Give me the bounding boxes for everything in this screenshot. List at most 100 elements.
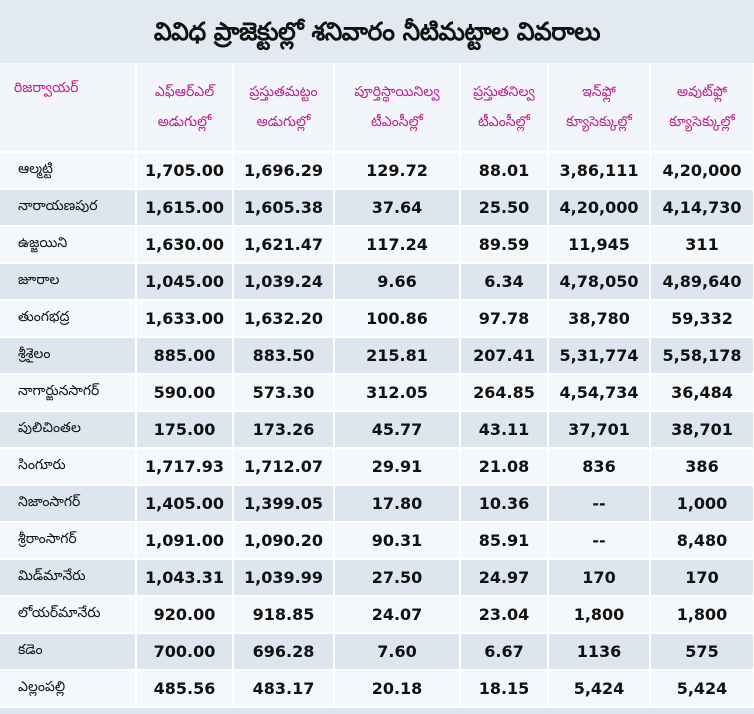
- table-cell-col-frl-feet: 1,705.00: [136, 152, 234, 190]
- header-col-inflow-cusecs: ఇన్‌ఫ్లో క్యూసెక్కుల్లో: [548, 63, 651, 153]
- header-label-line1: అవుట్‌ఫ్లో: [676, 84, 728, 100]
- table-row: మిడ్‌మానేరు 1,043.31 1,039.99 27.50 24.97 170…: [0, 559, 754, 597]
- header-label-line2: క్యూసెక్కుల్లో: [566, 114, 632, 130]
- table-cell-col-frl-feet: 1,615.00: [136, 189, 234, 227]
- table-cell-col-current-level-feet: 696.28: [233, 633, 335, 671]
- table-cell-col-current-level-feet: 1,039.99: [233, 559, 335, 597]
- header-label-line1: ఎఫ్ఆర్ఎల్: [154, 84, 215, 100]
- reservoir-name: నాగార్జునసాగర్: [0, 374, 137, 412]
- table-cell-col-current-storage-tmc: 10.36: [460, 485, 549, 523]
- page-title: వివిధ ప్రాజెక్టుల్లో శనివారం నీటిమట్టాల …: [0, 0, 754, 63]
- header-col-full-storage-tmc: పూర్తిస్థాయినిల్వ టీఎంసీల్లో: [334, 63, 461, 153]
- header-col-current-level-feet: ప్రస్తుతమట్టం అడుగుల్లో: [233, 63, 335, 153]
- reservoir-name: ఆల్మట్టి: [0, 152, 137, 190]
- table-cell-col-frl-feet: 175.00: [136, 411, 234, 449]
- table-cell-col-current-storage-tmc: 97.78: [460, 300, 549, 338]
- reservoir-name: పులిచింతల: [0, 411, 137, 449]
- table-cell-col-full-storage-tmc: 17.80: [334, 485, 461, 523]
- reservoir-name: జూరాల: [0, 263, 137, 301]
- reservoir-name: నిజాంసాగర్: [0, 485, 137, 523]
- table-cell-col-inflow-cusecs: --: [548, 522, 651, 560]
- table-cell-col-current-storage-tmc: 207.41: [460, 337, 549, 375]
- table-cell-col-inflow-cusecs: 4,54,734: [548, 374, 651, 412]
- table-cell-col-current-storage-tmc: 6.34: [460, 263, 549, 301]
- reservoir-name: నారాయణపుర: [0, 189, 137, 227]
- reservoir-name: ఉజ్జయిని: [0, 226, 137, 264]
- table-cell-col-frl-feet: 1,043.31: [136, 559, 234, 597]
- table-cell-col-current-level-feet: 918.85: [233, 596, 335, 634]
- table-cell-col-current-storage-tmc: 25.50: [460, 189, 549, 227]
- table-cell-col-outflow-cusecs: 4,14,730: [650, 189, 754, 227]
- table-cell-col-frl-feet: 590.00: [136, 374, 234, 412]
- reservoir-name: ఎల్లంపల్లి: [0, 670, 137, 708]
- table-cell-col-current-level-feet: 1,632.20: [233, 300, 335, 338]
- table-cell-col-frl-feet: 1,630.00: [136, 226, 234, 264]
- table-cell-col-full-storage-tmc: 90.31: [334, 522, 461, 560]
- header-label-line1: రిజర్వాయర్: [14, 80, 79, 96]
- table-cell-col-inflow-cusecs: 4,20,000: [548, 189, 651, 227]
- table-row: నిజాంసాగర్ 1,405.00 1,399.05 17.80 10.36 -- 1,…: [0, 485, 754, 523]
- table-cell-col-current-level-feet: 883.50: [233, 337, 335, 375]
- reservoir-name: కడెం: [0, 633, 137, 671]
- header-col-frl-feet: ఎఫ్ఆర్ఎల్ అడుగుల్లో: [136, 63, 234, 153]
- table-cell-col-outflow-cusecs: 311: [650, 226, 754, 264]
- table-row: ఆల్మట్టి 1,705.00 1,696.29 129.72 88.01 3,86,…: [0, 152, 754, 190]
- reservoir-name: సింగూరు: [0, 448, 137, 486]
- header-label-line2: క్యూసెక్కుల్లో: [669, 114, 735, 130]
- table-cell-col-inflow-cusecs: 5,31,774: [548, 337, 651, 375]
- header-label-line2: టీఎంసీల్లో: [477, 114, 531, 130]
- table-row: శ్రీశైలం 885.00 883.50 215.81 207.41 5,31,774…: [0, 337, 754, 375]
- table-cell-col-full-storage-tmc: 117.24: [334, 226, 461, 264]
- table-cell-col-outflow-cusecs: 4,20,000: [650, 152, 754, 190]
- table-cell-col-outflow-cusecs: 5,424: [650, 670, 754, 708]
- table-cell-col-current-storage-tmc: 85.91: [460, 522, 549, 560]
- table-row: శ్రీరాంసాగర్ 1,091.00 1,090.20 90.31 85.91 --…: [0, 522, 754, 560]
- table-cell-col-frl-feet: 885.00: [136, 337, 234, 375]
- reservoir-name: శ్రీరాంసాగర్: [0, 522, 137, 560]
- table-cell-col-current-storage-tmc: 21.08: [460, 448, 549, 486]
- table-cell-col-outflow-cusecs: 8,480: [650, 522, 754, 560]
- table-row: సింగూరు 1,717.93 1,712.07 29.91 21.08 836 386: [0, 448, 754, 486]
- table-cell-col-current-level-feet: 1,712.07: [233, 448, 335, 486]
- table-cell-col-inflow-cusecs: 1,800: [548, 596, 651, 634]
- table-cell-col-full-storage-tmc: 100.86: [334, 300, 461, 338]
- table-cell-col-frl-feet: 1,717.93: [136, 448, 234, 486]
- table-cell-col-full-storage-tmc: 29.91: [334, 448, 461, 486]
- reservoir-name: శ్రీశైలం: [0, 337, 137, 375]
- table-cell-col-frl-feet: 1,045.00: [136, 263, 234, 301]
- table-cell-col-full-storage-tmc: 27.50: [334, 559, 461, 597]
- table-cell-col-current-level-feet: 1,605.38: [233, 189, 335, 227]
- table-cell-col-inflow-cusecs: 38,780: [548, 300, 651, 338]
- header-label-line2: అడుగుల్లో: [256, 114, 311, 130]
- table-cell-col-outflow-cusecs: 386: [650, 448, 754, 486]
- table-cell-col-current-storage-tmc: 18.15: [460, 670, 549, 708]
- header-label-line1: ఇన్‌ఫ్లో: [582, 84, 616, 100]
- table-row: ఎల్లంపల్లి 485.56 483.17 20.18 18.15 5,424 5,4…: [0, 670, 754, 708]
- table-cell-col-outflow-cusecs: 36,484: [650, 374, 754, 412]
- table-header: రిజర్వాయర్ ఎఫ్ఆర్ఎల్ అడుగుల్లో ప్రస్తుతమట్ట…: [0, 63, 754, 153]
- table-cell-col-full-storage-tmc: 20.18: [334, 670, 461, 708]
- header-col-outflow-cusecs: అవుట్‌ఫ్లో క్యూసెక్కుల్లో: [650, 63, 754, 153]
- table-cell-col-outflow-cusecs: 170: [650, 559, 754, 597]
- table-cell-col-full-storage-tmc: 312.05: [334, 374, 461, 412]
- table-cell-col-inflow-cusecs: 836: [548, 448, 651, 486]
- table-cell-col-current-level-feet: 483.17: [233, 670, 335, 708]
- table-cell-col-full-storage-tmc: 37.64: [334, 189, 461, 227]
- table-cell-col-inflow-cusecs: 4,78,050: [548, 263, 651, 301]
- table-row: కడెం 700.00 696.28 7.60 6.67 1136 575: [0, 633, 754, 671]
- table-row: లోయర్‌మానేరు 920.00 918.85 24.07 23.04 1,800 1…: [0, 596, 754, 634]
- table-cell-col-current-storage-tmc: 23.04: [460, 596, 549, 634]
- table-cell-col-frl-feet: 485.56: [136, 670, 234, 708]
- table-cell-col-current-storage-tmc: 264.85: [460, 374, 549, 412]
- reservoir-name: లోయర్‌మానేరు: [0, 596, 137, 634]
- header-label-line1: పూర్తిస్థాయినిల్వ: [354, 84, 440, 100]
- table-cell-col-inflow-cusecs: 11,945: [548, 226, 651, 264]
- table-cell-col-outflow-cusecs: 5,58,178: [650, 337, 754, 375]
- table-cell-col-current-storage-tmc: 24.97: [460, 559, 549, 597]
- table-cell-col-current-level-feet: 573.30: [233, 374, 335, 412]
- table-cell-col-full-storage-tmc: 24.07: [334, 596, 461, 634]
- table-cell-col-inflow-cusecs: 37,701: [548, 411, 651, 449]
- reservoir-name: తుంగభద్ర: [0, 300, 137, 338]
- table-cell-col-current-storage-tmc: 89.59: [460, 226, 549, 264]
